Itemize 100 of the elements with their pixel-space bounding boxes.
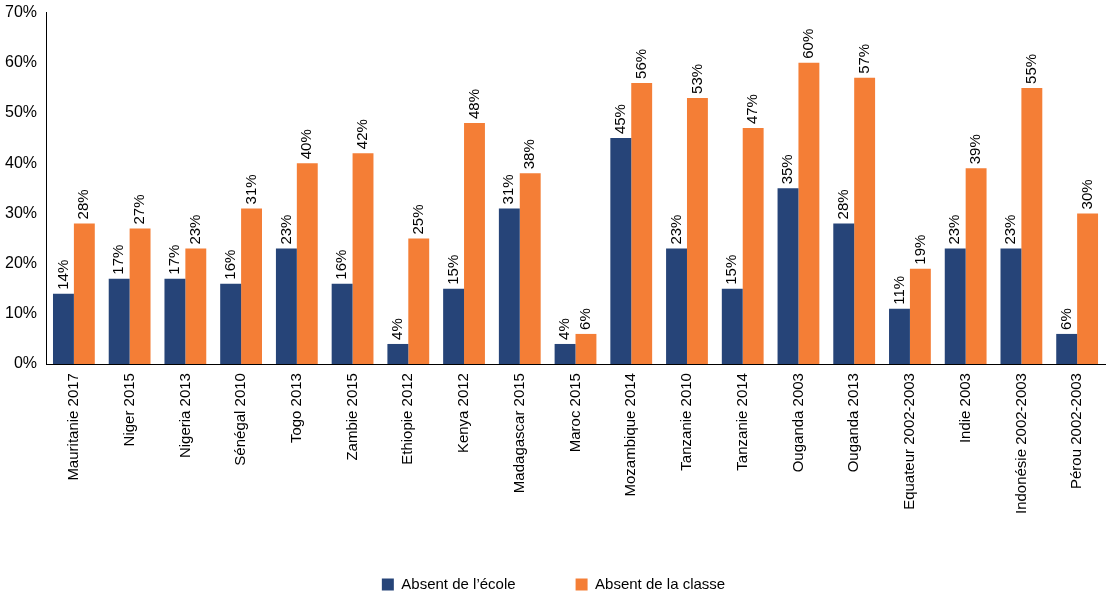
data-label: 23% xyxy=(1001,214,1019,245)
bar xyxy=(408,238,430,365)
data-label: 31% xyxy=(241,174,259,205)
bar xyxy=(889,308,910,365)
data-label: 42% xyxy=(353,119,371,150)
bar xyxy=(73,223,95,365)
x-tick-label: Pérou 2002-2003 xyxy=(1067,373,1085,489)
bar xyxy=(220,283,242,365)
data-label: 56% xyxy=(631,48,649,79)
data-label: 23% xyxy=(666,214,684,245)
data-label: 23% xyxy=(185,214,203,245)
data-label: 6% xyxy=(576,308,594,330)
y-tick-label: 20% xyxy=(4,254,38,272)
y-tick-label: 40% xyxy=(4,153,38,171)
data-label: 40% xyxy=(297,129,315,160)
y-tick-label: 70% xyxy=(4,3,38,21)
data-label: 35% xyxy=(778,154,796,185)
bar xyxy=(296,163,318,365)
bar xyxy=(909,268,931,365)
data-label: 17% xyxy=(109,244,127,275)
bar xyxy=(185,248,207,365)
x-tick-label: Zambie 2015 xyxy=(342,373,360,461)
data-label: 28% xyxy=(74,189,92,220)
data-label: 28% xyxy=(833,189,851,220)
x-tick-label: Mauritanie 2017 xyxy=(64,373,82,481)
x-tick-label: Kenya 2012 xyxy=(454,373,472,454)
y-tick-label: 50% xyxy=(4,103,38,121)
legend-label: Absent de l’école xyxy=(401,574,516,592)
bar xyxy=(1056,333,1078,365)
data-label: 38% xyxy=(520,139,538,170)
bar xyxy=(631,82,653,365)
data-label: 31% xyxy=(499,174,517,205)
bar xyxy=(798,62,820,365)
data-label: 15% xyxy=(443,254,461,285)
bar xyxy=(944,248,966,365)
data-label: 25% xyxy=(408,204,426,235)
data-label: 48% xyxy=(464,89,482,120)
x-tick-label: Ouganda 2003 xyxy=(788,373,806,473)
data-label: 6% xyxy=(1056,308,1074,330)
legend-label: Absent de la classe xyxy=(595,574,726,592)
bar xyxy=(129,228,151,365)
data-label: 39% xyxy=(966,134,984,165)
bar xyxy=(554,343,576,365)
bar xyxy=(1000,248,1022,365)
bar xyxy=(52,293,74,365)
data-label: 15% xyxy=(722,254,740,285)
y-tick-label: 30% xyxy=(4,203,38,221)
bar xyxy=(610,138,632,365)
bar xyxy=(1021,87,1043,365)
bar xyxy=(965,168,987,365)
data-label: 53% xyxy=(687,63,705,94)
x-tick-label: Madagascar 2015 xyxy=(509,373,527,494)
bar xyxy=(443,288,465,365)
x-tick-label: Ouganda 2013 xyxy=(844,373,862,473)
bar xyxy=(742,128,764,365)
bar xyxy=(777,188,799,365)
x-tick-label: Niger 2015 xyxy=(119,373,137,447)
data-label: 23% xyxy=(945,214,963,245)
bar xyxy=(721,288,743,365)
bar xyxy=(833,223,855,365)
data-label: 11% xyxy=(889,275,907,305)
data-label: 60% xyxy=(799,28,817,59)
x-tick-label: Tanzanie 2014 xyxy=(732,373,750,471)
y-tick-label: 0% xyxy=(13,354,38,372)
bar xyxy=(464,123,485,365)
bar xyxy=(275,248,297,365)
data-label: 19% xyxy=(910,234,928,265)
data-label: 16% xyxy=(332,249,350,280)
data-label: 57% xyxy=(854,43,872,74)
x-tick-label: Maroc 2015 xyxy=(565,373,583,453)
data-label: 27% xyxy=(130,194,148,225)
data-label: 17% xyxy=(165,244,183,275)
x-tick-label: Togo 2013 xyxy=(286,373,304,444)
x-tick-label: Mozambique 2014 xyxy=(621,373,639,497)
data-label: 23% xyxy=(276,214,294,245)
x-tick-label: Ethiopie 2012 xyxy=(398,373,416,465)
data-label: 47% xyxy=(743,94,761,125)
x-tick-label: Equateur 2002-2003 xyxy=(900,373,918,510)
x-tick-label: Indie 2003 xyxy=(955,373,973,444)
data-label: 4% xyxy=(388,318,405,340)
x-tick-label: Indonésie 2002-2003 xyxy=(1011,373,1029,515)
bar xyxy=(686,97,708,365)
bar xyxy=(164,278,186,365)
bar xyxy=(1077,213,1099,365)
bar xyxy=(241,208,262,365)
bar xyxy=(352,153,374,365)
bar xyxy=(519,173,541,365)
bar xyxy=(666,248,687,365)
x-tick-label: Sénégal 2010 xyxy=(231,373,249,466)
y-tick-label: 60% xyxy=(4,53,38,71)
bar xyxy=(108,278,130,365)
data-label: 14% xyxy=(53,259,71,290)
data-label: 30% xyxy=(1077,179,1095,210)
bar xyxy=(387,343,409,365)
data-label: 45% xyxy=(610,104,628,135)
bar xyxy=(854,77,876,365)
x-tick-label: Nigeria 2013 xyxy=(175,373,193,459)
bar xyxy=(498,208,520,365)
data-label: 55% xyxy=(1021,53,1039,84)
bar xyxy=(575,333,597,365)
